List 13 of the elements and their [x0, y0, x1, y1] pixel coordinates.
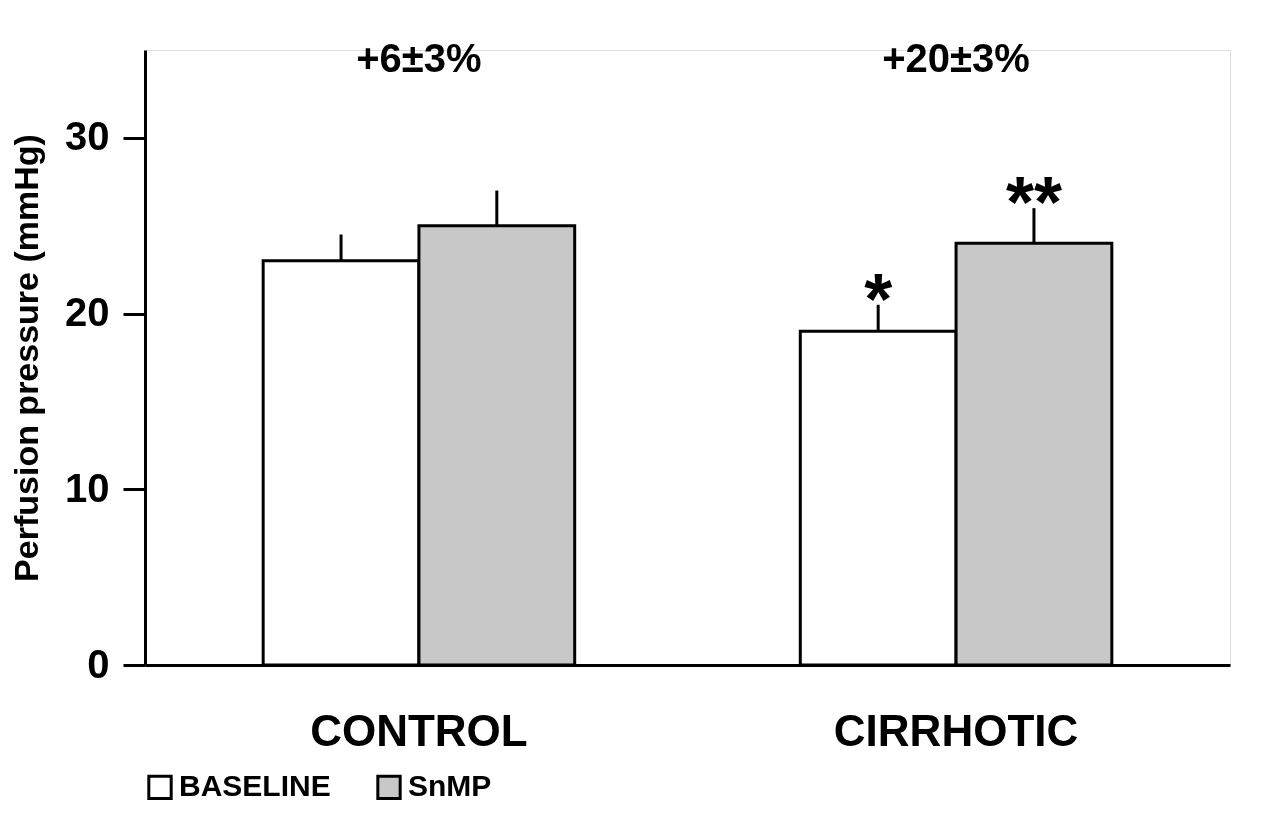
annotation: ** [1005, 162, 1062, 243]
annotation: +6±3% [356, 36, 482, 80]
y-tick-label: 20 [65, 290, 110, 335]
legend-label: BASELINE [179, 769, 331, 803]
x-tick-label: CONTROL [310, 705, 528, 755]
annotation: * [864, 258, 893, 339]
y-tick-label: 30 [65, 114, 110, 159]
annotation: +20±3% [882, 36, 1030, 80]
legend-label: SnMP [408, 769, 492, 803]
y-tick-label: 10 [65, 465, 110, 510]
y-tick-label: 0 [87, 641, 110, 686]
x-tick-label: CIRRHOTIC [833, 705, 1079, 755]
y-axis-title: Perfusion pressure (mmHg) [7, 134, 46, 582]
